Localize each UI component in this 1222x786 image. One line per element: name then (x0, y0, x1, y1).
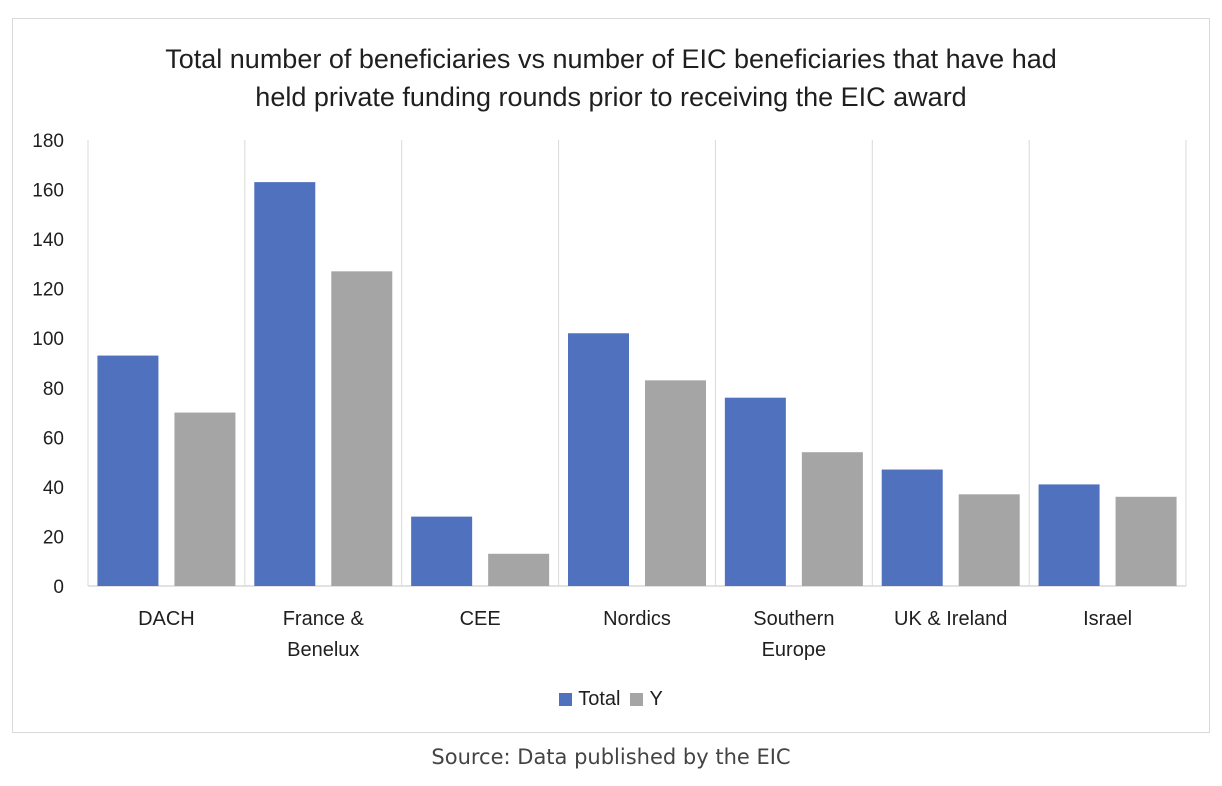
bar-y (801, 452, 863, 586)
x-tick-label: Benelux (287, 639, 359, 661)
legend-item-y: Y (630, 688, 663, 711)
y-tick-label: 180 (32, 131, 64, 152)
legend: Total Y (0, 688, 1222, 711)
legend-label-total: Total (578, 688, 621, 710)
x-tick-label: Nordics (603, 608, 671, 630)
y-tick-label: 140 (32, 230, 64, 251)
bar-total (1038, 484, 1100, 586)
bar-y (645, 380, 706, 586)
bar-y (174, 412, 236, 586)
x-tick-label: Israel (1083, 608, 1132, 630)
x-tick-label: Europe (762, 639, 827, 661)
x-tick-label: Southern (753, 608, 834, 630)
bar-y (331, 271, 393, 586)
bar-y (958, 494, 1020, 586)
bar-total (568, 333, 629, 586)
legend-label-y: Y (649, 688, 663, 710)
y-tick-label: 100 (32, 329, 64, 350)
y-tick-label: 80 (43, 379, 64, 400)
bar-y (1115, 496, 1177, 586)
bar-total (97, 355, 159, 586)
legend-swatch-y (630, 693, 644, 706)
bar-total (724, 397, 786, 586)
bar-y (488, 553, 550, 586)
x-tick-label: France & (283, 608, 365, 630)
legend-item-total: Total (559, 688, 620, 711)
y-tick-label: 120 (32, 280, 64, 301)
y-tick-label: 20 (43, 527, 64, 548)
x-tick-label: CEE (460, 608, 501, 630)
y-tick-label: 0 (53, 577, 64, 598)
y-tick-label: 160 (32, 181, 64, 202)
chart-title: Total number of beneficiaries vs number … (165, 44, 1057, 112)
bar-total (411, 516, 473, 586)
x-tick-label: UK & Ireland (894, 608, 1007, 630)
source-caption: Source: Data published by the EIC (431, 745, 791, 769)
y-tick-label: 40 (43, 478, 64, 499)
x-tick-label: DACH (138, 608, 195, 630)
bar-total (881, 469, 943, 586)
bar-total (254, 182, 316, 586)
legend-swatch-total (559, 693, 573, 706)
y-tick-label: 60 (43, 428, 64, 449)
